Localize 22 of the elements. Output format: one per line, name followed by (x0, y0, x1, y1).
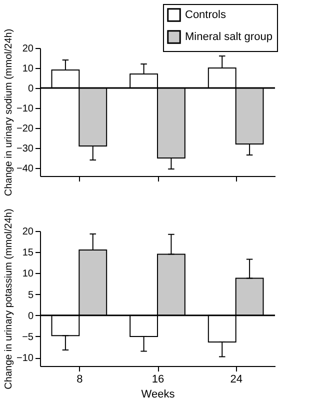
y-tick-label: −20 (16, 124, 34, 134)
y-tick-label: 20 (22, 226, 34, 238)
y-tick-label: −30 (16, 144, 34, 154)
x-tick-label: 16 (152, 374, 164, 386)
y-tick-label: −40 (16, 164, 34, 174)
y-tick-label: 5 (28, 290, 34, 301)
y-tick-label: 10 (22, 268, 34, 280)
y-tick-label: 15 (22, 248, 34, 259)
x-tick-label: 24 (230, 374, 242, 386)
x-tick-label: 8 (76, 374, 83, 386)
y-tick-label: 10 (22, 64, 34, 74)
y-axis-title: Change in urinary sodium (mmol/24h) (4, 28, 15, 196)
y-tick-label: −10 (16, 104, 34, 114)
y-tick-label: 20 (22, 44, 34, 54)
y-tick-label: 0 (28, 84, 34, 94)
y-tick-label: −5 (22, 332, 34, 343)
legend-label: Controls (185, 9, 226, 21)
y-tick-label: −10 (16, 353, 34, 364)
legend-label: Mineral salt group (185, 31, 272, 43)
y-tick-label: 0 (28, 310, 34, 322)
x-axis-title: Weeks (141, 388, 176, 400)
y-axis-title: Change in urinary potassium (mmol/24h) (4, 208, 15, 390)
